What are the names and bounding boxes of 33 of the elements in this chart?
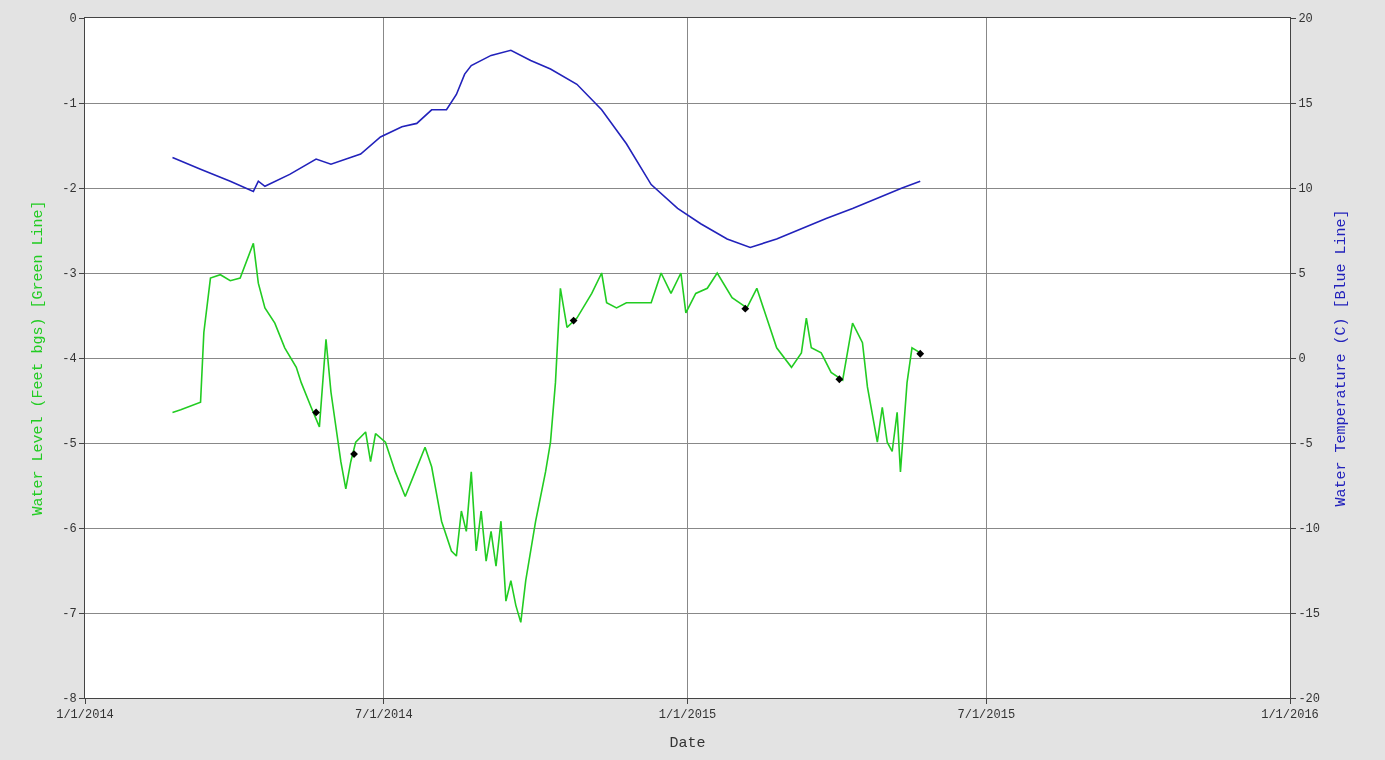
y-tick-label: -2 [62,182,77,197]
point [741,304,750,313]
y-tick-label: -5 [62,437,77,452]
x-tick-label: 1/1/2015 [658,708,717,723]
point [312,408,320,417]
y2-tick-label: -20 [1298,692,1321,707]
y2-axis-title: Water Temperature (C) [Blue Line] [1333,209,1351,507]
y-tick-label: -6 [62,522,77,537]
y-tick-label: 0 [69,12,77,27]
line-series [171,242,922,624]
y-tick-label: -3 [62,267,77,282]
point [835,375,844,384]
point [569,316,578,325]
point [916,349,925,358]
y2-tick-label: 0 [1298,352,1306,367]
y-tick-label: -1 [62,97,77,112]
y-tick-label: -4 [62,352,77,367]
y2-tick-label: -15 [1298,607,1321,622]
x-tick-label: 7/1/2015 [957,708,1016,723]
x-tick-label: 7/1/2014 [354,708,413,723]
x-tick-label: 1/1/2016 [1261,708,1319,723]
x-axis-title: Date [669,735,706,753]
x-tick-label: 1/1/2014 [56,708,114,723]
line-series [171,49,922,249]
y2-tick-label: -5 [1298,437,1313,452]
y2-tick-label: 20 [1298,12,1313,27]
y-tick-label: -8 [62,692,77,707]
y2-tick-label: 10 [1298,182,1313,197]
y2-tick-label: 15 [1298,97,1313,112]
y-axis-title: Water Level (Feet bgs) [Green Line] [30,200,48,516]
y-tick-label: -7 [62,607,77,622]
y2-tick-label: -10 [1298,522,1321,537]
y2-tick-label: 5 [1298,267,1306,282]
